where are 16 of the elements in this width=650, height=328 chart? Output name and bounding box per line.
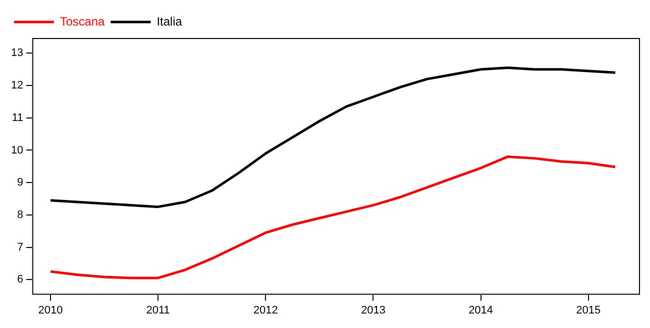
y-tick-label: 11 [12,112,24,124]
x-tick-label: 2012 [253,304,278,316]
legend-label: Italia [156,14,182,28]
x-tick-label: 2015 [576,304,601,316]
x-tick-label: 2013 [360,304,386,316]
x-tick-label: 2014 [468,304,494,316]
y-tick-label: 8 [17,208,24,221]
y-tick-label: 13 [10,47,24,60]
y-tick-label: 10 [10,144,24,156]
y-tick-label: 7 [17,241,24,254]
x-tick-label: 2010 [38,304,63,316]
y-tick-label: 6 [17,274,24,286]
y-tick-label: 12 [10,80,24,92]
y-tick-label: 9 [17,176,24,189]
legend-label: Toscana [60,14,106,28]
x-tick-label: 2011 [146,304,170,316]
